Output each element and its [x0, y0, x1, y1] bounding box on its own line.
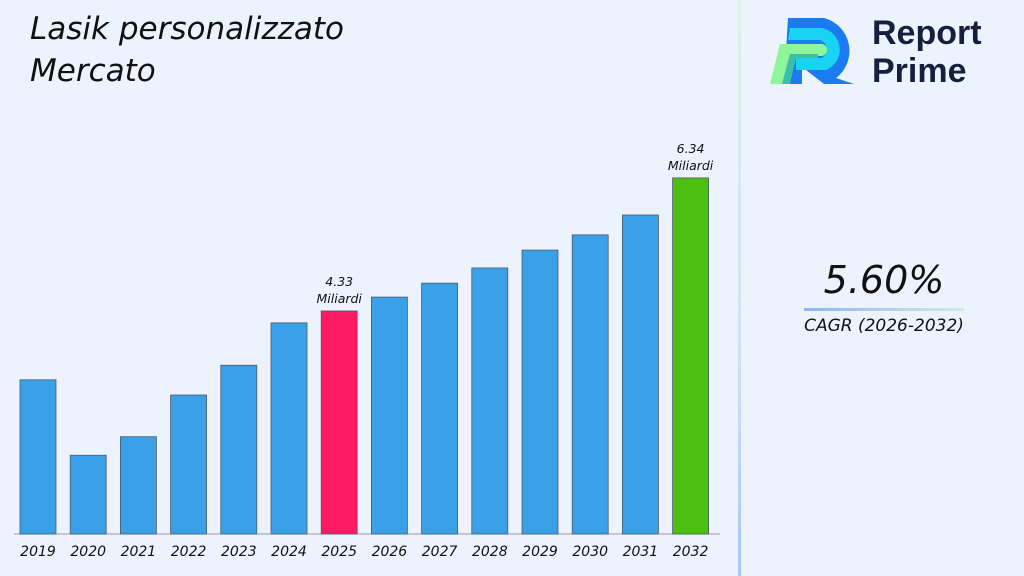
x-tick-label: 2027	[422, 544, 458, 560]
bar-2025	[320, 310, 358, 535]
report-prime-logo-icon	[770, 18, 854, 84]
brand-name: Report Prime	[872, 14, 982, 90]
data-label: Miliardi	[316, 291, 362, 306]
x-tick-label: 2030	[572, 544, 608, 560]
x-tick-label: 2022	[171, 544, 207, 560]
data-label: 6.34	[677, 141, 705, 156]
bar-2020	[69, 454, 107, 535]
x-tick-label: 2028	[472, 544, 508, 560]
x-tick-label: 2031	[623, 544, 659, 560]
x-tick-label: 2024	[271, 544, 307, 560]
brand-line-1: Report	[872, 14, 982, 52]
chart-title-line-2: Mercato	[30, 53, 156, 89]
bar-2030	[571, 234, 609, 535]
divider	[738, 0, 741, 576]
data-label: Miliardi	[668, 158, 714, 173]
chart-title: Lasik personalizzato Mercato	[30, 8, 344, 92]
brand-line-2: Prime	[872, 52, 967, 90]
bar-2027	[421, 282, 459, 535]
x-tick-label: 2026	[372, 544, 408, 560]
bar-2029	[521, 249, 559, 535]
x-tick-label: 2021	[121, 544, 157, 560]
bar-2023	[220, 364, 258, 535]
bar-2028	[471, 267, 509, 535]
x-tick-label: 2020	[70, 544, 106, 560]
cagr-label: CAGR (2026-2032)	[804, 316, 964, 336]
bar-2022	[170, 394, 208, 535]
x-tick-label: 2032	[673, 544, 709, 560]
bar-2021	[120, 436, 157, 535]
cagr-underline	[804, 308, 964, 311]
bar-2019	[19, 379, 57, 535]
x-tick-label: 2019	[20, 544, 56, 560]
chart-title-line-1: Lasik personalizzato	[30, 11, 344, 47]
bar-2026	[370, 296, 408, 535]
data-label: 4.33	[325, 274, 353, 289]
cagr-value: 5.60%	[823, 258, 945, 302]
bar-2031	[622, 214, 659, 535]
bar-chart: 2019 2020 2021 2022 2023 2024 2025 4.33 Miliardi…	[14, 141, 720, 560]
bar-2024	[270, 322, 308, 535]
x-tick-label: 2023	[221, 544, 257, 560]
bar-2032	[672, 177, 709, 535]
x-tick-label: 2025	[321, 544, 357, 560]
x-tick-label: 2029	[522, 544, 558, 560]
